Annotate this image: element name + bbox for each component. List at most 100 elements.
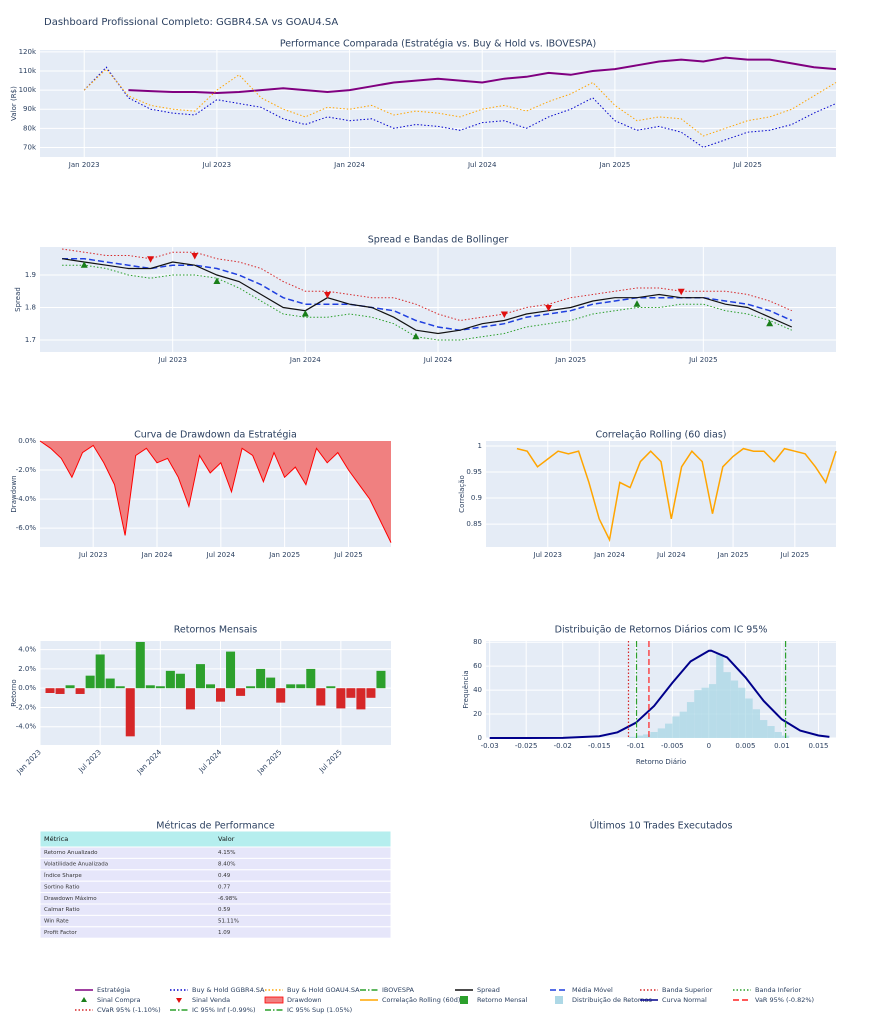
histogram-bar — [701, 687, 709, 738]
y-tick-label: 100k — [19, 86, 37, 94]
histogram-bar — [774, 732, 782, 738]
x-tick-label: -0.03 — [481, 742, 499, 750]
buy-signal — [633, 300, 641, 307]
y-tick-label: 0.85 — [466, 520, 482, 528]
x-tick-label: -0.005 — [661, 742, 684, 750]
column-header: Métrica — [44, 835, 68, 843]
y-axis-label: Correlação — [458, 475, 466, 513]
buy-signal — [80, 261, 88, 268]
bar — [65, 685, 75, 689]
bar — [376, 670, 386, 689]
bar — [246, 686, 256, 689]
histogram-bar — [723, 672, 731, 738]
x-tick-label: Jul 2024 — [467, 161, 497, 169]
legend-label: Estratégia — [97, 986, 130, 994]
x-tick-label: Jan 2025 — [268, 551, 300, 559]
histogram-bar — [738, 687, 746, 738]
y-tick-label: 110k — [19, 67, 37, 75]
legend-label: Retorno Mensal — [477, 996, 528, 1004]
bar — [326, 686, 336, 689]
bar — [296, 684, 306, 689]
bar — [266, 677, 276, 689]
y-tick-label: 20 — [473, 710, 482, 718]
legend-symbol — [264, 996, 284, 1004]
line — [62, 264, 793, 341]
y-tick-label: 0.9 — [471, 494, 482, 502]
histogram-bar — [760, 720, 768, 738]
x-tick-label: -0.025 — [515, 742, 538, 750]
x-tick-label: Jul 2025 — [688, 356, 718, 364]
x-tick-label: 0.015 — [808, 742, 828, 750]
bar — [316, 688, 326, 706]
histogram-bar — [745, 698, 753, 738]
x-tick-label: Jul 2024 — [206, 551, 236, 559]
legend-symbol — [81, 997, 87, 1002]
line — [128, 56, 837, 95]
x-tick-label: Jul 2025 — [317, 748, 344, 775]
bar — [226, 651, 236, 689]
bar — [55, 688, 65, 694]
chart-title: Performance Comparada (Estratégia vs. Bu… — [280, 39, 596, 50]
bar — [95, 654, 105, 689]
legend-label: IBOVESPA — [382, 986, 414, 994]
x-tick-label: Jan 2024 — [289, 356, 321, 364]
x-tick-label: Jul 2024 — [423, 356, 453, 364]
legend-label: Banda Inferior — [755, 986, 802, 994]
y-tick-label: 0.0% — [18, 684, 36, 692]
line — [516, 447, 837, 543]
x-axis-label: Retorno Diário — [636, 758, 686, 766]
x-tick-label: 0.01 — [774, 742, 790, 750]
table-cell: Win Rate — [44, 919, 69, 925]
line — [39, 440, 392, 543]
x-tick-label: -0.01 — [627, 742, 645, 750]
chart-title: Últimos 10 Trades Executados — [590, 820, 733, 832]
sell-signal — [147, 256, 155, 263]
table-cell: Profit Factor — [44, 930, 78, 936]
bar — [165, 670, 175, 689]
y-tick-label: 70k — [23, 143, 37, 151]
x-tick-label: 0 — [707, 742, 711, 750]
table-cell: 4.15% — [218, 850, 235, 856]
sell-signal — [500, 311, 508, 318]
histogram-bar — [650, 732, 658, 738]
table-cell: Índice Sharpe — [44, 872, 82, 879]
normal-curve — [489, 649, 830, 739]
line — [62, 248, 793, 322]
bar — [346, 688, 356, 698]
legend-label: Curva Normal — [662, 996, 707, 1004]
dashboard-title: Dashboard Profissional Completo: GGBR4.S… — [44, 17, 338, 28]
bar — [256, 668, 266, 689]
line — [83, 66, 837, 148]
plot-background — [40, 50, 836, 157]
histogram-bar — [665, 723, 673, 738]
histogram-bar — [672, 716, 680, 738]
x-tick-label: Jan 2025 — [255, 748, 283, 776]
y-tick-label: -2.0% — [16, 703, 37, 711]
x-tick-label: Jan 2024 — [141, 551, 173, 559]
histogram-bar — [730, 680, 739, 738]
legend-label: Distribuição de Retornos — [572, 996, 652, 1004]
sell-signal — [191, 252, 199, 260]
x-tick-label: Jan 2025 — [717, 551, 749, 559]
x-tick-label: Jan 2023 — [15, 748, 43, 776]
sell-signal — [323, 291, 331, 299]
bar — [306, 668, 316, 689]
y-tick-label: 90k — [23, 105, 37, 113]
plot-background — [486, 641, 836, 738]
table-cell: Sortino Ratio — [44, 884, 80, 890]
y-tick-label: -4.0% — [16, 495, 37, 503]
table-cell: -6.98% — [218, 896, 237, 902]
bar — [135, 641, 145, 689]
table-row — [39, 903, 392, 916]
legend-label: IC 95% Inf (-0.99%) — [192, 1006, 256, 1014]
bar — [185, 688, 195, 710]
legend-label: Spread — [477, 986, 500, 994]
histogram-bar — [679, 711, 687, 738]
legend-symbol — [176, 998, 182, 1003]
bar — [75, 688, 85, 694]
plot-background — [486, 441, 836, 547]
x-tick-label: Jan 2025 — [554, 356, 586, 364]
y-tick-label: 80k — [23, 124, 37, 132]
y-tick-label: 0 — [478, 734, 482, 742]
histogram-bar — [752, 709, 761, 738]
